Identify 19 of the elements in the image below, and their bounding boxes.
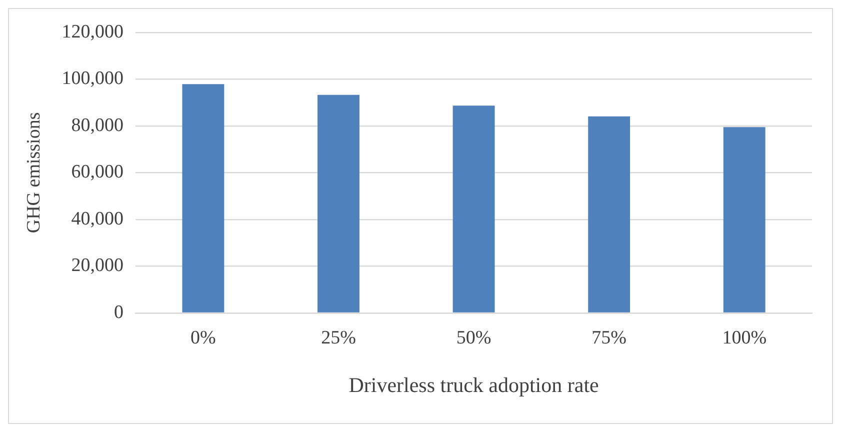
x-tick-label: 50% [456, 327, 492, 348]
bar [318, 94, 360, 312]
y-tick-label: 0 [114, 302, 124, 323]
bar [588, 116, 630, 312]
y-tick-label: 40,000 [71, 208, 124, 230]
y-tick-label: 60,000 [71, 162, 124, 183]
x-tick-label: 25% [321, 327, 356, 348]
bar [182, 84, 224, 312]
bar [452, 106, 495, 312]
x-tick-label: 75% [592, 327, 627, 348]
bar [723, 127, 766, 312]
x-axis-title: Driverless truck adoption rate [348, 372, 599, 397]
y-tick-label: 20,000 [71, 255, 124, 276]
y-tick-label: 120,000 [62, 21, 124, 42]
y-tick-label: 100,000 [62, 68, 124, 90]
x-tick-label: 0% [190, 327, 216, 348]
x-tick-label: 100% [722, 327, 767, 348]
y-axis-title: GHG emissions [23, 112, 44, 234]
y-tick-label: 80,000 [71, 114, 124, 136]
